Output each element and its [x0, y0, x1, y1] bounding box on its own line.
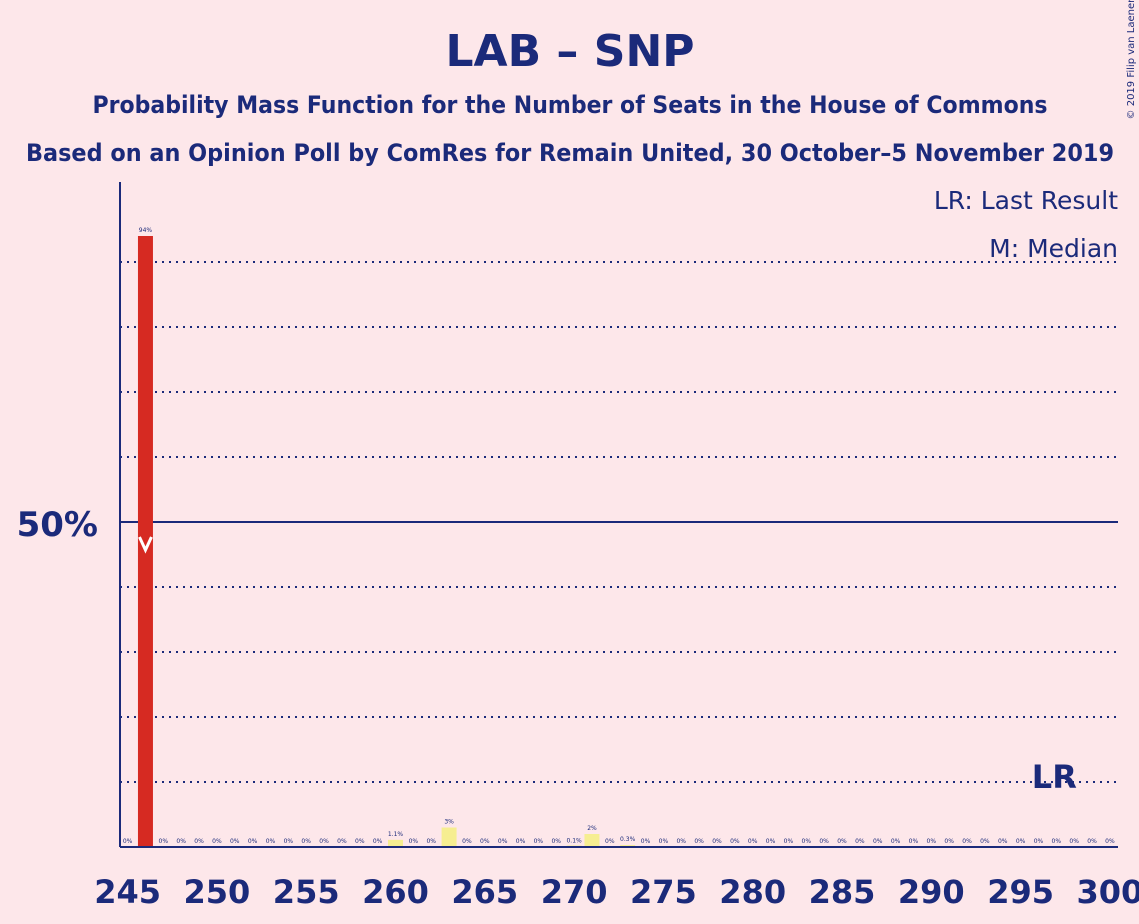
bar-label-seat-279: 0%: [730, 838, 740, 845]
bar-label-seat-266: 0%: [498, 838, 508, 845]
x-tick-300: 300: [1077, 873, 1139, 911]
bar-label-seat-253: 0%: [266, 838, 276, 845]
bar-label-seat-249: 0%: [194, 838, 204, 845]
x-tick-290: 290: [898, 873, 965, 911]
bar-labels: 0% 94% 0% 0% 0% 0% 0% 0% 0% 0% 0% 0% 0% 0% 0% 1.1% 0% 0% 3…: [123, 227, 1115, 845]
bar-label-seat-252: 0%: [248, 838, 258, 845]
bar-label-seat-274: 0%: [641, 838, 651, 845]
bar-label-seat-264: 0%: [462, 838, 472, 845]
bar-label-seat-290: 0%: [927, 838, 937, 845]
bar-label-seat-269: 0%: [551, 838, 561, 845]
bar-label-seat-296: 0%: [1034, 838, 1044, 845]
chart-subtitle-poll: Based on an Opinion Poll by ComRes for R…: [26, 139, 1114, 167]
x-tick-260: 260: [362, 873, 429, 911]
bar-label-seat-275: 0%: [659, 838, 669, 845]
legend-median: M: Median: [989, 234, 1118, 263]
bar-label-seat-256: 0%: [319, 838, 329, 845]
bar-label-seat-246: 94%: [139, 227, 153, 234]
x-tick-285: 285: [809, 873, 876, 911]
bar-label-seat-271: 2%: [587, 825, 597, 832]
x-tick-labels: 245 250 255 260 265 270 275 280 285 290 295 300: [94, 873, 1139, 911]
gridlines: [120, 261, 1118, 783]
bar-label-seat-282: 0%: [784, 838, 794, 845]
x-tick-265: 265: [451, 873, 518, 911]
x-tick-280: 280: [719, 873, 786, 911]
chart-subtitle: Probability Mass Function for the Number…: [93, 91, 1048, 119]
bar-label-seat-263: 3%: [444, 819, 454, 826]
last-result-label: LR: [1032, 758, 1077, 796]
bar-label-seat-285: 0%: [837, 838, 847, 845]
bar-label-seat-286: 0%: [855, 838, 865, 845]
bar-label-seat-300: 0%: [1105, 838, 1115, 845]
bar-label-seat-293: 0%: [980, 838, 990, 845]
chart-title: LAB – SNP: [445, 26, 694, 77]
x-tick-245: 245: [94, 873, 161, 911]
bar-label-seat-255: 0%: [301, 838, 311, 845]
bar-label-seat-258: 0%: [355, 838, 365, 845]
x-tick-255: 255: [273, 873, 340, 911]
bar-label-seat-260: 1.1%: [388, 831, 404, 838]
bar-label-seat-245: 0%: [123, 838, 133, 845]
axes: [119, 182, 1118, 848]
bar-label-seat-273: 0.3%: [620, 836, 636, 843]
bar-label-seat-281: 0%: [766, 838, 776, 845]
bar-seat-260: [388, 839, 403, 847]
bar-label-seat-257: 0%: [337, 838, 347, 845]
bar-seat-263: [441, 827, 457, 847]
bar-label-seat-247: 0%: [159, 838, 169, 845]
bar-label-seat-277: 0%: [694, 838, 704, 845]
bar-label-seat-254: 0%: [284, 838, 294, 845]
x-tick-270: 270: [541, 873, 608, 911]
bar-label-seat-299: 0%: [1087, 838, 1097, 845]
bar-label-seat-278: 0%: [712, 838, 722, 845]
median-marker: [138, 536, 153, 554]
bar-label-seat-295: 0%: [1016, 838, 1026, 845]
bar-label-seat-267: 0%: [516, 838, 526, 845]
bar-label-seat-270: 0.1%: [566, 837, 582, 844]
bar-label-seat-283: 0%: [802, 838, 812, 845]
x-tick-275: 275: [630, 873, 697, 911]
bar-label-seat-272: 0%: [605, 838, 615, 845]
bar-label-seat-280: 0%: [748, 838, 758, 845]
copyright-note: © 2019 Filip van Laenen: [1126, 0, 1137, 119]
bar-label-seat-268: 0%: [534, 838, 544, 845]
legend-last-result: LR: Last Result: [934, 186, 1118, 215]
bar-label-seat-251: 0%: [230, 838, 240, 845]
bar-label-seat-292: 0%: [962, 838, 972, 845]
bar-label-seat-289: 0%: [909, 838, 919, 845]
bar-seat-246: [137, 236, 153, 847]
bar-label-seat-294: 0%: [998, 838, 1008, 845]
bar-label-seat-262: 0%: [426, 838, 436, 845]
bar-label-seat-288: 0%: [891, 838, 901, 845]
bar-label-seat-297: 0%: [1052, 838, 1062, 845]
bar-label-seat-298: 0%: [1069, 838, 1079, 845]
bar-seat-271: [584, 834, 600, 847]
bar-label-seat-276: 0%: [676, 838, 686, 845]
bar-label-seat-248: 0%: [176, 838, 186, 845]
bar-label-seat-259: 0%: [373, 838, 383, 845]
y-label-50-percent: 50%: [17, 505, 98, 545]
bar-label-seat-284: 0%: [819, 838, 829, 845]
bar-label-seat-287: 0%: [873, 838, 883, 845]
bar-label-seat-250: 0%: [212, 838, 222, 845]
bar-label-seat-261: 0%: [409, 838, 419, 845]
x-tick-295: 295: [987, 873, 1054, 911]
x-tick-250: 250: [184, 873, 251, 911]
bar-label-seat-291: 0%: [944, 838, 954, 845]
bars: [137, 236, 636, 847]
bar-label-seat-265: 0%: [480, 838, 490, 845]
